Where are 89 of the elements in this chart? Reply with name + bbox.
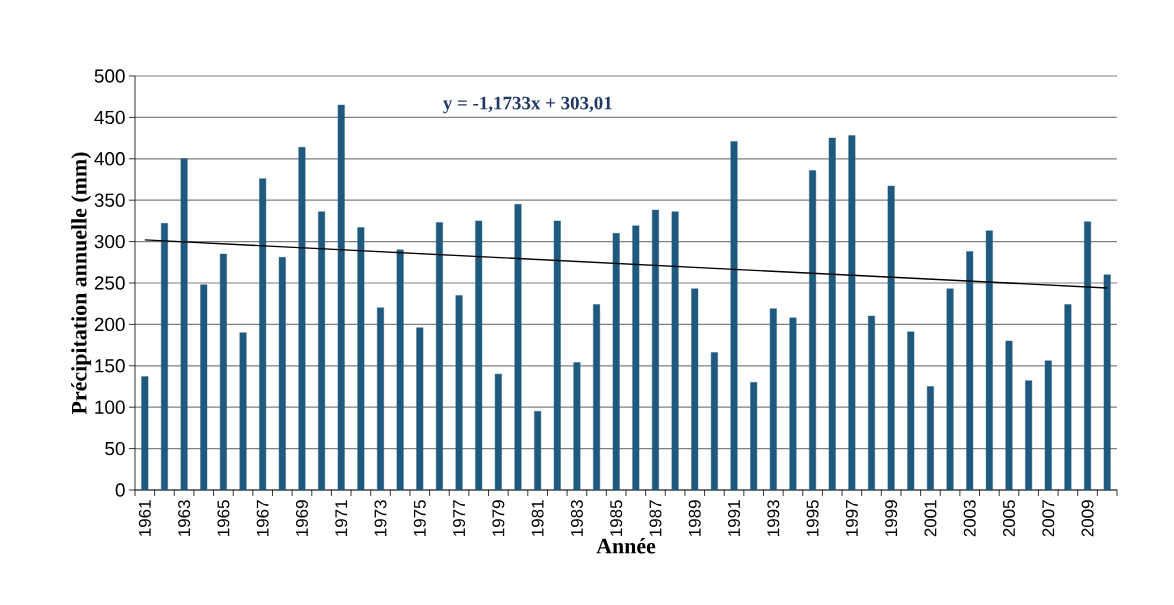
x-tick-label: 2005 (1002, 500, 1015, 537)
x-tick-label: 1997 (845, 500, 858, 536)
x-tick-label: 1963 (178, 500, 191, 536)
bar (652, 209, 659, 491)
bar (534, 411, 542, 491)
bar (985, 230, 993, 491)
bar (887, 185, 895, 491)
x-tick-label: 2009 (1081, 500, 1094, 537)
bar (435, 222, 443, 491)
x-tick-label: 1983 (570, 500, 583, 536)
bar (1025, 380, 1033, 491)
y-tick-label: 300 (94, 234, 125, 249)
bar (750, 382, 758, 491)
bar (730, 141, 738, 491)
y-tick-label: 450 (94, 110, 125, 125)
y-tick-label: 100 (95, 400, 125, 414)
x-tick-label: 1995 (806, 500, 819, 536)
x-tick-label: 1969 (295, 500, 308, 536)
bar (809, 170, 817, 491)
bar (180, 158, 188, 491)
bar (946, 288, 954, 491)
bar (907, 331, 915, 491)
bar (1005, 340, 1013, 491)
y-tick-label: 400 (94, 152, 125, 166)
y-tick-label: 0 (115, 483, 125, 497)
bar (219, 253, 227, 491)
bar (553, 220, 561, 491)
x-tick-label: 1979 (492, 500, 505, 536)
bar (926, 386, 934, 491)
annotation: y = -1,1733x + 303,01 (443, 96, 612, 114)
bar (868, 315, 875, 491)
bar (828, 137, 836, 491)
x-tick-label: 1961 (138, 500, 151, 536)
x-tick-label: 1973 (374, 500, 387, 536)
x-tick-label: 1975 (413, 500, 426, 536)
x-tick-label: 2007 (1042, 500, 1055, 537)
bar (259, 178, 267, 491)
bar (161, 223, 168, 491)
x-tick-label: 1989 (688, 500, 701, 536)
bar (1103, 274, 1111, 491)
x-tick-label: 1985 (610, 500, 623, 536)
bar (612, 233, 620, 491)
bar (377, 307, 384, 491)
y-tick-label: 500 (94, 69, 125, 83)
bar (357, 227, 365, 491)
bar (239, 332, 247, 491)
bar (789, 317, 797, 491)
bar (691, 288, 699, 491)
y-tick-label: 50 (105, 441, 125, 456)
x-tick-label: 1965 (217, 500, 230, 536)
x-tick-label: 1993 (767, 500, 780, 536)
y-tick-label: 150 (95, 359, 125, 373)
x-tick-label: 1981 (531, 500, 544, 536)
bar (455, 295, 463, 491)
bar (318, 211, 326, 491)
x-axis-title: Année (596, 538, 656, 554)
bar (573, 362, 581, 491)
x-tick-label: 1999 (885, 500, 898, 536)
bar (966, 251, 974, 491)
bar (848, 135, 856, 491)
bar (396, 249, 404, 491)
bar (494, 373, 502, 491)
y-axis-title: Précipitation annuelle (mm) (71, 152, 92, 415)
bar (416, 327, 424, 491)
y-tick-label: 250 (94, 276, 125, 290)
x-tick-label: 1967 (256, 500, 269, 536)
bar (141, 376, 149, 491)
x-tick-label: 1971 (335, 500, 348, 536)
bar (632, 225, 640, 491)
bar (1084, 221, 1091, 491)
x-tick-label: 1977 (453, 500, 466, 536)
bar (710, 352, 718, 491)
bar (200, 284, 208, 491)
bar (671, 211, 679, 491)
y-tick-label: 200 (94, 317, 125, 332)
bar (298, 146, 306, 491)
bar (1064, 304, 1072, 491)
bar (337, 104, 345, 491)
bar (475, 220, 483, 491)
bar (1044, 360, 1052, 491)
bar (278, 257, 286, 491)
x-tick-label: 2003 (963, 500, 976, 537)
y-tick-label: 350 (94, 193, 125, 207)
x-tick-label: 2001 (924, 500, 937, 537)
bar (514, 204, 522, 491)
x-tick-label: 1987 (649, 500, 662, 536)
x-tick-label: 1991 (728, 500, 741, 536)
bar (769, 308, 777, 491)
bar (593, 304, 600, 491)
